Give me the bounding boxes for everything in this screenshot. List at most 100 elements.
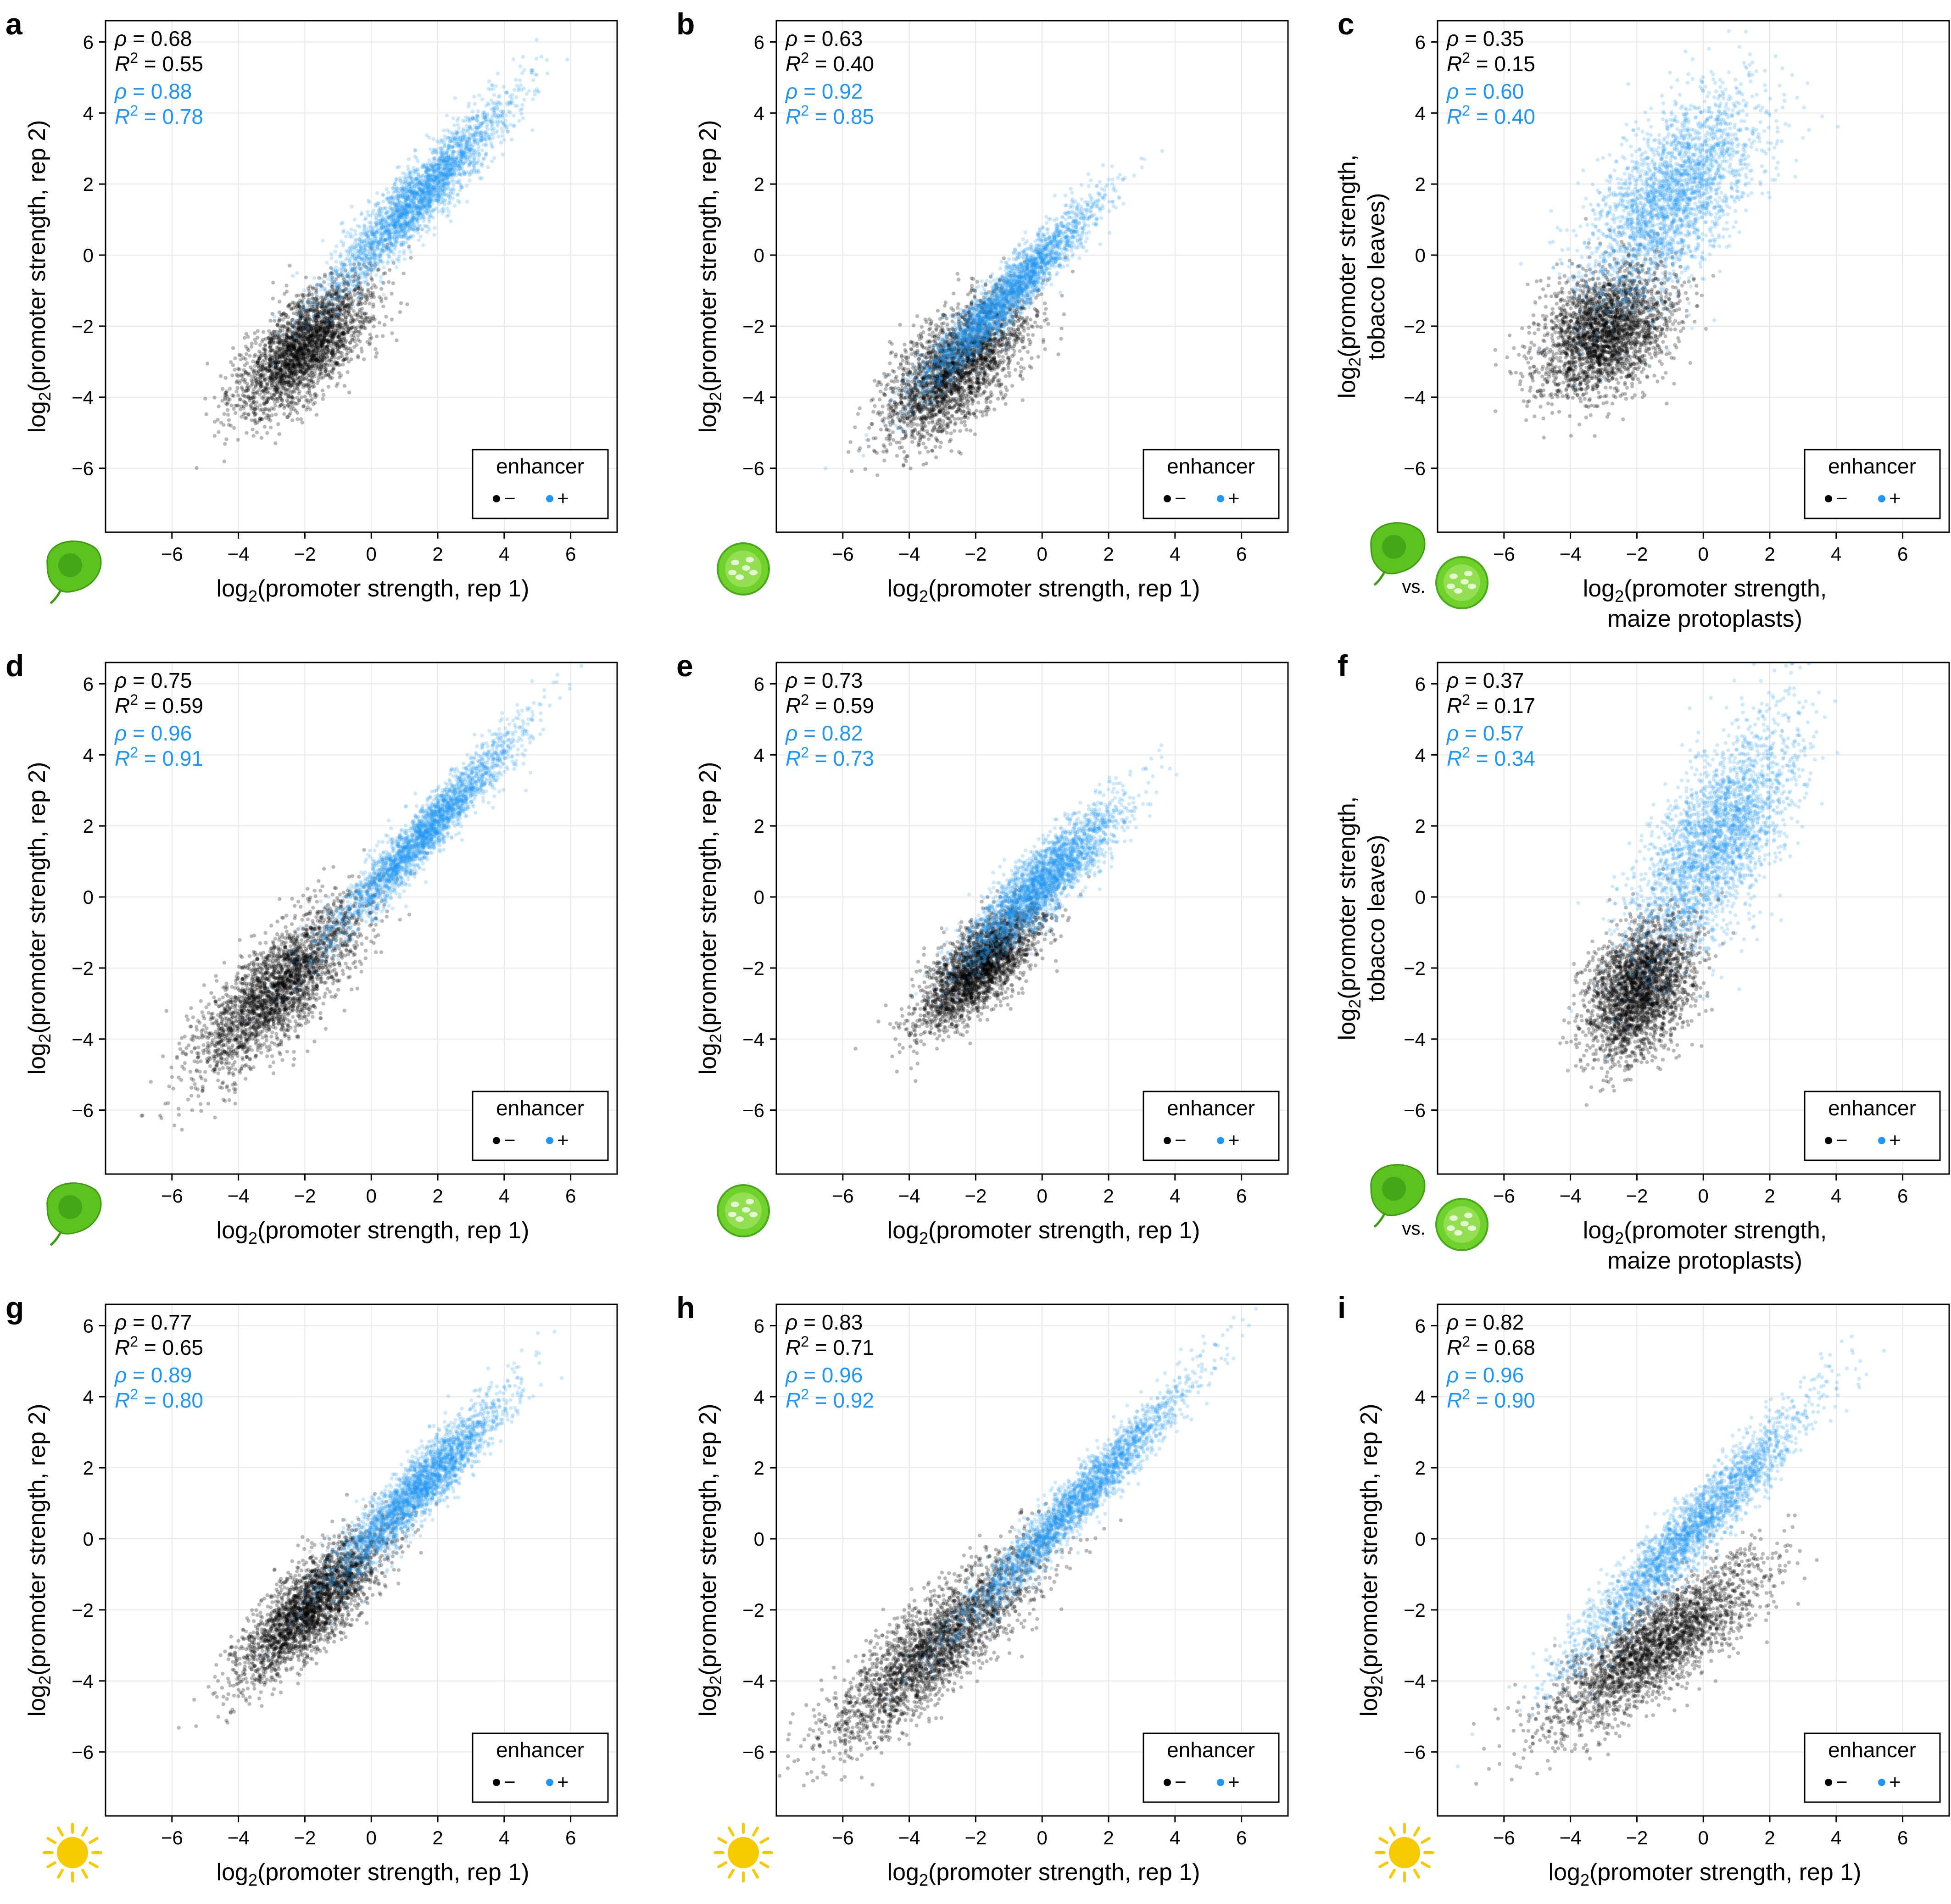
data-point (246, 413, 250, 417)
data-point (342, 344, 346, 348)
data-point (252, 387, 256, 391)
data-point (286, 380, 290, 384)
data-point (519, 112, 523, 116)
data-point (314, 347, 318, 351)
data-point (461, 119, 465, 122)
data-point (502, 138, 506, 142)
data-point (251, 406, 255, 410)
data-point (272, 358, 276, 362)
data-point (369, 317, 373, 321)
data-point (228, 387, 232, 390)
data-point (238, 397, 241, 401)
data-point (256, 406, 259, 410)
data-point (225, 390, 229, 393)
data-point (342, 312, 346, 316)
data-point (295, 411, 299, 415)
data-point (323, 274, 327, 278)
data-point (321, 331, 324, 334)
data-point (316, 381, 319, 385)
data-point (314, 366, 318, 369)
data-point (271, 281, 275, 284)
data-point (358, 340, 362, 343)
data-point (323, 373, 327, 377)
data-point (232, 407, 235, 411)
data-point (260, 396, 264, 400)
data-point (260, 436, 263, 440)
data-point (375, 334, 379, 338)
data-point (269, 426, 273, 429)
data-point (266, 382, 269, 386)
data-point (368, 341, 372, 345)
data-point (223, 412, 226, 416)
data-point (224, 437, 228, 441)
data-point (325, 355, 329, 358)
data-point (326, 330, 330, 334)
data-point (235, 373, 239, 377)
data-point (264, 401, 268, 404)
data-point (245, 361, 249, 365)
data-point (283, 376, 286, 379)
data-point (231, 346, 235, 350)
data-point (366, 288, 370, 291)
data-point (277, 345, 281, 348)
data-point (285, 289, 289, 293)
data-point (267, 329, 271, 333)
data-point (296, 383, 300, 386)
data-point (370, 286, 373, 290)
data-point (231, 363, 235, 367)
data-point (316, 328, 320, 331)
data-point (235, 404, 239, 407)
data-point (213, 434, 217, 438)
data-point (281, 346, 285, 350)
data-point (373, 347, 377, 351)
data-point (274, 363, 278, 367)
data-point (494, 84, 498, 88)
data-point (351, 330, 355, 334)
data-point (307, 386, 311, 390)
data-point (276, 422, 280, 426)
data-point (310, 359, 314, 362)
data-point (273, 404, 277, 407)
data-point (301, 421, 304, 424)
data-point (288, 302, 292, 306)
data-point (278, 318, 281, 322)
data-point (263, 347, 267, 351)
data-point (272, 329, 275, 333)
data-point (264, 387, 268, 390)
data-point (291, 380, 295, 384)
data-point (285, 388, 289, 392)
data-point (384, 315, 388, 318)
data-point (242, 356, 245, 360)
data-point (368, 302, 371, 306)
data-point (330, 351, 334, 355)
data-point (235, 386, 239, 390)
data-point (226, 408, 229, 412)
data-point (409, 256, 412, 260)
data-point (313, 362, 317, 365)
data-point (387, 280, 390, 284)
data-point (331, 367, 335, 370)
data-point (278, 349, 281, 353)
data-point (379, 287, 383, 290)
data-point (233, 368, 236, 372)
data-point (300, 323, 304, 326)
data-point (345, 353, 348, 356)
data-point (250, 342, 254, 345)
data-point (360, 309, 363, 312)
data-point (349, 357, 353, 361)
data-point (313, 372, 317, 375)
data-point (275, 323, 279, 327)
data-point (311, 287, 315, 290)
data-point (223, 442, 227, 445)
data-point (316, 310, 320, 314)
data-point (295, 401, 299, 405)
data-point (223, 460, 226, 463)
data-point (310, 351, 313, 354)
data-point (293, 351, 297, 355)
data-point (275, 376, 279, 379)
data-point (259, 385, 262, 389)
data-point (322, 393, 325, 397)
data-point (310, 364, 314, 367)
data-point (304, 358, 307, 362)
data-point (348, 347, 352, 351)
